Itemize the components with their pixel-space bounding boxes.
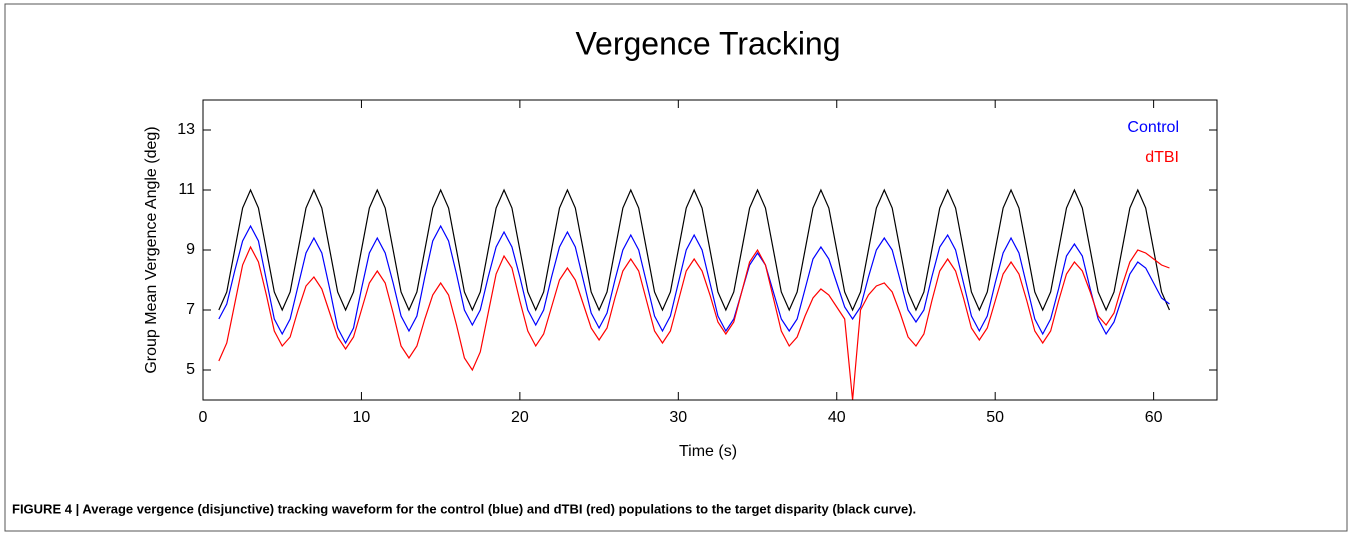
y-tick-label: 7 (186, 301, 195, 318)
x-tick-label: 20 (511, 409, 529, 426)
series-line (218, 188, 1171, 312)
series-line (218, 245, 1170, 401)
series-line (218, 224, 1170, 345)
y-tick-label: 13 (177, 121, 195, 138)
y-tick-label: 9 (186, 241, 195, 258)
chart-title: Vergence Tracking (575, 25, 840, 61)
x-tick-label: 40 (828, 409, 846, 426)
x-tick-label: 0 (199, 409, 208, 426)
x-axis-label: Time (s) (679, 443, 737, 460)
caption: FIGURE 4 | Average vergence (disjunctive… (12, 501, 916, 516)
figure-border (4, 3, 1348, 532)
y-tick-label: 5 (186, 361, 195, 378)
legend-label: dTBI (1145, 149, 1179, 166)
x-tick-label: 50 (986, 409, 1004, 426)
plot-frame (202, 99, 1218, 401)
x-tick-label: 10 (353, 409, 371, 426)
y-tick-label: 11 (178, 181, 195, 198)
x-tick-label: 30 (669, 409, 687, 426)
x-tick-label: 60 (1145, 409, 1163, 426)
legend-label: Control (1127, 119, 1179, 136)
y-axis-label: Group Mean Vergence Angle (deg) (143, 126, 160, 373)
